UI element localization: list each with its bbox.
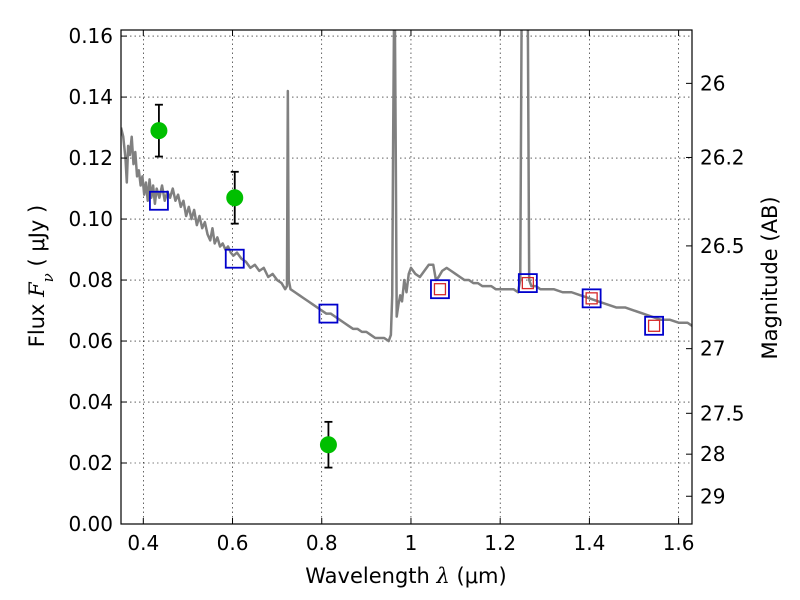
y-tick-label: 0.16 bbox=[68, 24, 113, 48]
y-axis-ticks: 0.00 0.02 0.04 0.06 0.08 0.10 0.12 0.14 0.16 bbox=[68, 24, 127, 536]
y-tick-label: 0.02 bbox=[68, 451, 113, 475]
grid-lines bbox=[121, 30, 692, 525]
y2-tick-label: 26 bbox=[700, 71, 725, 95]
y2-tick-label: 26.5 bbox=[700, 234, 745, 258]
model-flux-small-square bbox=[647, 319, 661, 332]
y2-axis-ticks: 26 26.2 26.5 27 27.5 28 29 bbox=[686, 71, 745, 508]
y-tick-label: 0.10 bbox=[68, 207, 113, 231]
model-flux-square bbox=[430, 279, 450, 300]
x-tick-label: 0.4 bbox=[127, 531, 159, 555]
x-tick-label: 1.6 bbox=[663, 531, 695, 555]
y2-tick-label: 27 bbox=[700, 337, 725, 361]
model-flux-small-square bbox=[521, 276, 534, 290]
y2-tick-label: 29 bbox=[700, 484, 725, 508]
model-flux-square bbox=[318, 303, 339, 324]
y-tick-label: 0.12 bbox=[68, 146, 113, 170]
y2-tick-label: 27.5 bbox=[700, 401, 745, 425]
y-tick-label: 0.14 bbox=[68, 85, 113, 109]
plot-frame bbox=[120, 29, 693, 525]
model-spectrum-line bbox=[121, 30, 692, 343]
x-axis-label: Wavelength λ (μm) bbox=[305, 564, 506, 588]
y2-tick-label: 28 bbox=[700, 442, 725, 466]
x-tick-label: 1.2 bbox=[484, 531, 516, 555]
model-flux-square bbox=[644, 315, 664, 336]
observed-flux-point bbox=[226, 189, 244, 207]
y-axis-label: Flux Fν ( μJy ) bbox=[25, 205, 57, 347]
x-tick-label: 1 bbox=[405, 531, 418, 555]
data-series bbox=[121, 30, 692, 469]
observed-flux-point bbox=[150, 122, 168, 140]
y2-tick-label: 26.2 bbox=[700, 145, 745, 169]
model-flux-square bbox=[581, 288, 602, 309]
y-tick-label: 0.00 bbox=[68, 512, 113, 536]
y2-axis-label: Magnitude (AB) bbox=[758, 196, 782, 359]
x-axis-ticks: 0.4 0.6 0.8 1 1.2 1.4 1.6 bbox=[127, 30, 695, 555]
y-tick-label: 0.08 bbox=[68, 268, 113, 292]
model-flux-square bbox=[224, 248, 245, 269]
model-flux-square bbox=[517, 273, 538, 293]
y-tick-label: 0.06 bbox=[68, 329, 113, 353]
model-flux-small-square bbox=[433, 283, 447, 296]
model-flux-small-square bbox=[585, 292, 598, 305]
x-tick-label: 1.4 bbox=[573, 531, 605, 555]
x-tick-label: 0.8 bbox=[306, 531, 338, 555]
x-tick-label: 0.6 bbox=[217, 531, 249, 555]
model-flux-square bbox=[149, 190, 169, 211]
observed-flux-point bbox=[319, 436, 337, 454]
y-tick-label: 0.04 bbox=[68, 390, 113, 414]
